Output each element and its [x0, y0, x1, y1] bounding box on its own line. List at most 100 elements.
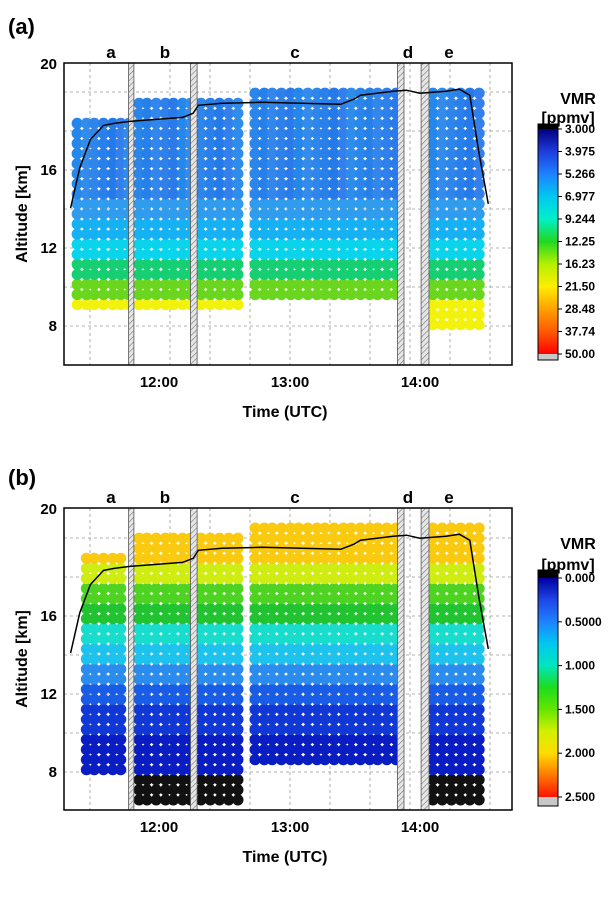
panel-a-data-point [427, 278, 439, 291]
panel-a-data-point [159, 158, 172, 170]
panel-a-data-point [354, 218, 367, 230]
panel-b-data-point [319, 663, 331, 675]
panel-a-data-point [464, 238, 476, 250]
panel-a-data-point [337, 158, 349, 170]
panel-a-data-point [328, 258, 340, 270]
panel-a-data-point [150, 178, 162, 190]
panel-a-data-point [464, 137, 476, 150]
panel-b-data-point [436, 522, 448, 534]
panel-b-data-points [80, 522, 485, 806]
panel-a-data-point [445, 97, 457, 109]
panel-b-data-point [285, 633, 297, 645]
panel-b-data-point [150, 552, 162, 564]
panel-a-data-point [107, 188, 119, 200]
panel-a-data-point [319, 208, 331, 220]
panel-b-data-point [88, 723, 100, 736]
panel-b-data-point [167, 542, 179, 554]
panel-b-data-point [167, 593, 179, 605]
panel-b-data-point [150, 663, 162, 675]
panel-a-data-point [436, 319, 448, 331]
panel-a-segment-label-a: a [106, 43, 116, 62]
panel-b-data-point [195, 613, 207, 625]
panel-b-data-point [464, 683, 476, 695]
panel-a-colorbar-bottom-cap [538, 354, 558, 360]
panel-b-data-point [258, 713, 270, 726]
panel-a-data-point [445, 137, 457, 150]
panel-a-data-point [133, 178, 145, 190]
panel-a-data-point [258, 178, 270, 190]
panel-a-data-point [258, 137, 270, 150]
panel-b-data-point [195, 633, 207, 645]
panel-b-data-point [223, 532, 235, 544]
panel-b-data-point [266, 582, 278, 595]
panel-a-data-point [372, 188, 384, 200]
panel-b-data-point [159, 593, 172, 605]
panel-b-data-point [115, 733, 127, 746]
panel-b-data-point [88, 552, 100, 564]
panel-b-data-point [311, 522, 323, 534]
panel-b-excluded-interval [128, 507, 135, 811]
panel-a-data-point [311, 198, 323, 210]
panel-a-data-point [266, 137, 278, 150]
panel-b-data-point [141, 784, 153, 796]
panel-a-data-point [88, 299, 100, 311]
panel-a-data-point [455, 238, 467, 250]
panel-b-data-point [177, 673, 189, 685]
panel-b-data-point [372, 522, 384, 534]
panel-b-data-point [427, 572, 439, 585]
panel-a-data-point [427, 178, 439, 190]
panel-a-data-point [97, 258, 110, 270]
panel-a-data-point [213, 178, 226, 190]
panel-b-data-point [141, 552, 153, 564]
panel-b-data-point [364, 522, 376, 534]
panel-a-data-point [354, 127, 367, 140]
panel-b-data-point [266, 754, 278, 766]
panel-a-data-point [167, 148, 179, 160]
panel-b-data-point [285, 643, 297, 655]
panel-b-data-point [345, 633, 357, 645]
panel-a-data-point [177, 137, 189, 150]
panel-b-data-point [167, 784, 179, 796]
panel-b-data-point [88, 562, 100, 575]
panel-b-x-tick-1400: 14:00 [401, 819, 439, 836]
panel-b-data-point [266, 532, 278, 544]
panel-a-data-point [436, 208, 448, 220]
panel-b-data-point [258, 653, 270, 665]
panel-a-y-axis-label: Altitude [km] [14, 165, 31, 263]
panel-b-data-point [319, 572, 331, 585]
panel-a-data-point [319, 238, 331, 250]
panel-b-data-point [319, 623, 331, 635]
panel-b-data-point [80, 623, 92, 635]
panel-a-data-point [455, 248, 467, 260]
panel-b-data-point [80, 572, 92, 585]
panel-b-data-point [345, 623, 357, 635]
panel-a-data-point [150, 238, 162, 250]
panel-b-data-point [311, 613, 323, 625]
panel-b-data-point [328, 633, 340, 645]
panel-a-data-point [364, 97, 376, 109]
panel-a-data-point [177, 278, 189, 291]
panel-b-data-point [345, 542, 357, 554]
panel-a-data-point [302, 268, 314, 280]
panel-a-data-point [266, 238, 278, 250]
panel-a-x-tick-1400: 14:00 [401, 374, 439, 391]
panel-a-data-point [71, 238, 83, 250]
panel-a-data-point [427, 87, 439, 99]
panel-b-data-point [97, 552, 110, 564]
panel-b-data-point [436, 693, 448, 705]
panel-a-data-point [195, 288, 207, 301]
panel-b-data-point [80, 552, 92, 564]
panel-a-data-point [345, 137, 357, 150]
panel-b-data-point [364, 703, 376, 715]
panel-a-data-point [345, 158, 357, 170]
panel-a-data-point [337, 137, 349, 150]
panel-b-data-point [107, 623, 119, 635]
panel-a-data-point [354, 228, 367, 240]
panel-a-data-point [292, 278, 305, 291]
panel-a-data-point [177, 299, 189, 311]
panel-a-data-point [455, 148, 467, 160]
panel-b-data-point [372, 754, 384, 766]
panel-b-data-point [427, 713, 439, 726]
panel-a-data-point [275, 117, 287, 129]
panel-b-data-point [319, 593, 331, 605]
